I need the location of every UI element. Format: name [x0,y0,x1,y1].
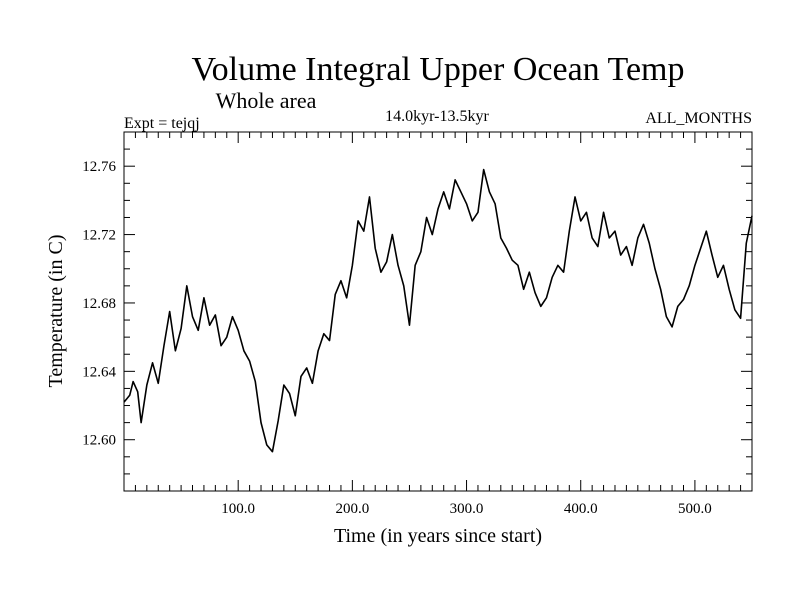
y-tick-labels: 12.60 12.64 12.68 12.72 12.76 [82,159,116,449]
months-label: ALL_MONTHS [645,110,752,127]
y-tick-label: 12.60 [82,433,116,449]
plot-frame [123,131,753,492]
chart-subtitle: Whole area [216,88,317,113]
y-tick-label: 12.72 [82,228,116,244]
x-tick-label: 500.0 [678,501,712,517]
chart-title: Volume Integral Upper Ocean Temp [192,51,685,88]
x-axis-label: Time (in years since start) [334,525,542,547]
experiment-label: Expt = tejqj [124,115,200,132]
x-tick-label: 100.0 [221,501,255,517]
x-tick-label: 200.0 [335,501,369,517]
ticks-layer [124,132,752,491]
y-axis-label: Temperature (in C) [45,235,67,388]
x-tick-labels: 100.0 200.0 300.0 400.0 500.0 [221,501,711,517]
series-line-temperature [123,168,753,453]
x-tick-label: 300.0 [450,501,484,517]
y-tick-label: 12.64 [82,364,116,380]
period-label: 14.0kyr-13.5kyr [385,108,489,125]
y-tick-label: 12.68 [82,296,116,312]
y-tick-label: 12.76 [82,159,116,175]
x-tick-label: 400.0 [564,501,598,517]
